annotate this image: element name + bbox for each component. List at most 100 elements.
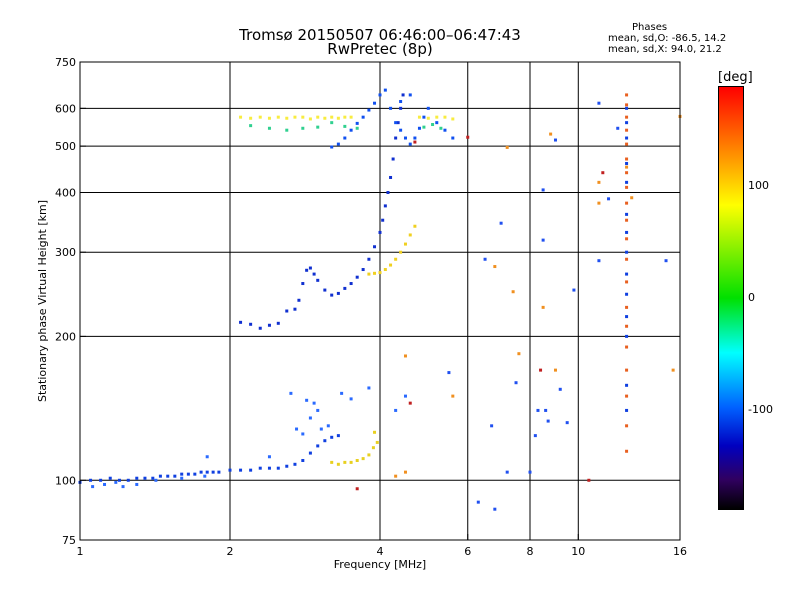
point-s5-6 [367, 108, 371, 112]
point-s8-4 [625, 142, 629, 146]
point-s7-9 [431, 123, 435, 127]
point-s11-4 [549, 132, 553, 136]
point-s11-8 [625, 165, 629, 169]
point-s6-9 [316, 115, 320, 119]
point-s1-16 [326, 424, 330, 428]
point-s3-31 [401, 93, 405, 97]
point-s9-6 [625, 230, 629, 234]
point-s9-0 [625, 106, 629, 110]
point-s1-7 [203, 474, 207, 478]
point-s11-16 [403, 470, 407, 474]
point-s1-12 [312, 401, 316, 405]
point-s1-15 [319, 427, 323, 431]
point-s8-1 [625, 103, 629, 107]
point-s11-0 [505, 145, 509, 149]
point-s3-11 [312, 272, 316, 276]
point-s1-19 [349, 397, 353, 401]
point-s0-8 [151, 476, 155, 480]
point-s3-24 [383, 204, 387, 208]
point-s11-10 [671, 368, 675, 372]
point-s3-7 [297, 298, 301, 302]
point-s12-6 [413, 140, 417, 144]
point-s1-23 [267, 455, 271, 459]
point-s8-9 [625, 218, 629, 222]
point-s5-20 [399, 100, 403, 104]
point-s11-2 [517, 352, 521, 356]
point-s7-0 [249, 124, 253, 128]
y-tick-label-7: 750 [55, 56, 76, 69]
point-s2-4 [355, 458, 359, 462]
point-s10-14 [597, 259, 601, 263]
x-tick-label-5: 10 [571, 545, 585, 558]
point-s9-2 [625, 136, 629, 140]
point-s6-5 [285, 116, 289, 120]
chart-subtitle: RwPretec (8p) [327, 40, 433, 58]
point-s3-18 [355, 275, 359, 279]
point-s8-0 [625, 93, 629, 97]
point-s3-5 [285, 309, 289, 313]
point-s3-6 [293, 307, 297, 311]
point-s1-11 [308, 416, 312, 420]
point-s9-5 [625, 212, 629, 216]
point-s8-13 [625, 305, 629, 309]
point-s4-6 [399, 250, 403, 254]
point-s6-18 [443, 115, 447, 119]
point-s4-1 [373, 271, 377, 275]
point-s0-4 [117, 478, 121, 482]
point-s5-15 [413, 136, 417, 140]
point-s1-9 [295, 427, 299, 431]
data-points [78, 88, 682, 511]
point-s8-7 [625, 185, 629, 189]
point-s2-5 [361, 457, 365, 461]
point-s12-2 [539, 368, 543, 372]
point-s7-7 [355, 126, 359, 130]
point-s10-23 [558, 387, 562, 391]
point-s8-11 [625, 257, 629, 261]
point-s4-7 [403, 242, 407, 246]
point-s3-15 [336, 291, 340, 295]
point-s0-5 [126, 478, 130, 482]
point-s10-7 [541, 188, 545, 192]
point-s1-1 [103, 482, 107, 486]
point-s9-9 [625, 292, 629, 296]
point-s8-14 [625, 324, 629, 328]
point-s0-2 [99, 478, 103, 482]
y-tick-label-6: 600 [55, 102, 76, 115]
point-s11-3 [541, 305, 545, 309]
point-s3-8 [301, 282, 305, 286]
point-s0-22 [258, 466, 262, 470]
point-s11-1 [511, 290, 515, 294]
point-s3-30 [399, 106, 403, 110]
point-s5-16 [417, 126, 421, 130]
point-s6-16 [426, 116, 430, 120]
point-s3-29 [396, 121, 400, 125]
point-s5-8 [378, 93, 382, 97]
point-s10-17 [616, 126, 620, 130]
grid-lines [80, 62, 680, 540]
point-s1-3 [121, 485, 125, 489]
point-s11-9 [630, 196, 634, 200]
point-s9-8 [625, 272, 629, 276]
point-s9-7 [625, 250, 629, 254]
point-s12-0 [408, 401, 412, 405]
y-tick-label-3: 300 [55, 246, 76, 259]
point-s0-11 [173, 474, 177, 478]
point-s5-9 [383, 88, 387, 92]
x-tick-label-3: 6 [464, 545, 471, 558]
point-s10-12 [565, 421, 569, 425]
point-s10-18 [664, 259, 668, 263]
point-s5-2 [343, 136, 347, 140]
point-s1-5 [154, 478, 158, 482]
point-s0-17 [211, 470, 215, 474]
point-s0-10 [166, 474, 170, 478]
phase-stats-x-mode: mean, sd,X: 94.0, 21.2 [608, 44, 722, 55]
point-s3-23 [381, 218, 385, 222]
point-s6-14 [349, 115, 353, 119]
point-s2-1 [336, 462, 340, 466]
point-s1-13 [316, 408, 320, 412]
point-s3-14 [330, 293, 334, 297]
point-s10-20 [493, 507, 497, 511]
point-s7-2 [285, 128, 289, 132]
point-s4-0 [367, 272, 371, 276]
point-s2-0 [330, 460, 334, 464]
